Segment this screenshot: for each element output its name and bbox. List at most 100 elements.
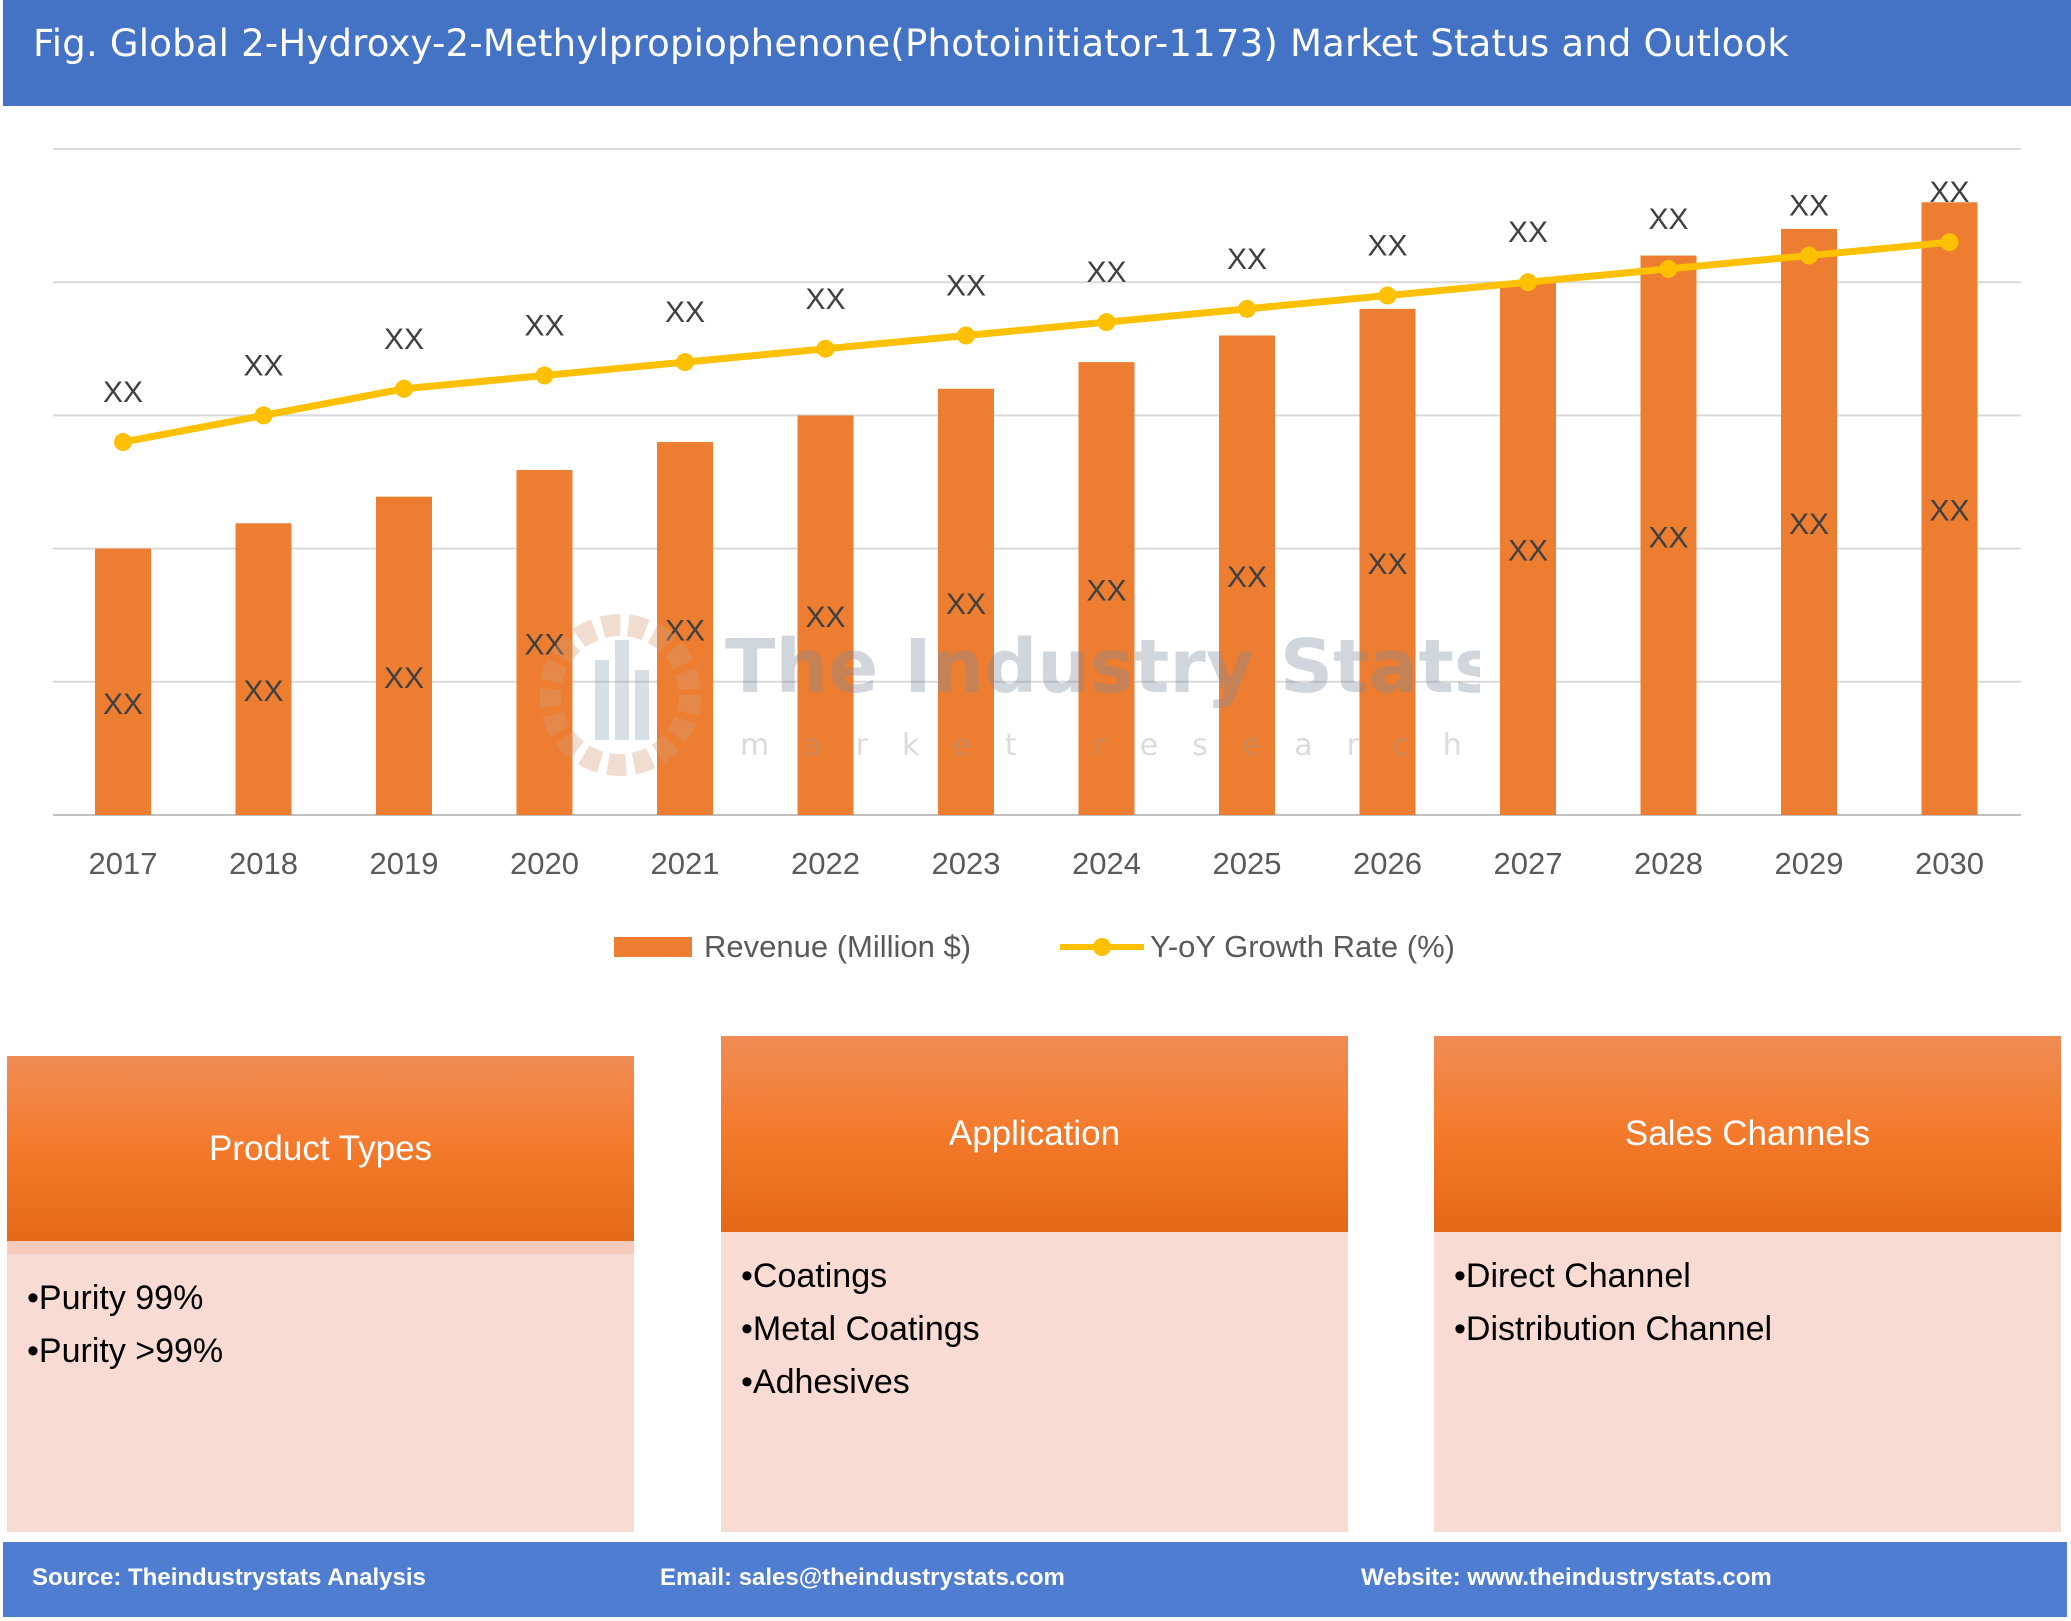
growth-point [1519, 273, 1537, 292]
legend-growth-label: Y-oY Growth Rate (%) [1150, 929, 1455, 964]
bar-data-label: XX [1789, 508, 1829, 541]
growth-point [1800, 246, 1818, 265]
page-title: Fig. Global 2-Hydroxy-2-Methylpropiophen… [33, 22, 1789, 65]
bar-data-label: XX [1367, 548, 1407, 581]
x-tick-label: 2026 [1353, 846, 1422, 881]
growth-point [535, 366, 554, 385]
bar-data-label: XX [243, 675, 283, 708]
legend-line-swatch [1060, 938, 1144, 956]
x-tick-label: 2025 [1213, 846, 1282, 881]
growth-data-label: XX [243, 349, 283, 382]
x-tick-label: 2017 [89, 846, 158, 881]
growth-data-label: XX [1508, 216, 1548, 249]
x-tick-label: 2021 [651, 846, 720, 881]
box-header: Sales Channels [1434, 1036, 2061, 1232]
sales-channels-box: Sales Channels •Direct Channel •Distribu… [1434, 1036, 2061, 1532]
footer-website[interactable]: Website: www.theindustrystats.com [1361, 1564, 1772, 1591]
x-tick-label: 2030 [1915, 846, 1984, 881]
bar-data-label: XX [1929, 495, 1969, 528]
bar [1500, 282, 1556, 815]
x-tick-label: 2020 [510, 846, 579, 881]
bar-data-label: XX [805, 601, 845, 634]
x-tick-label: 2024 [1072, 846, 1141, 881]
chart: XX XX XX XX XX XX XX XX XX XX XX XX XX XX XX XX XX XX XX XX… [53, 148, 2021, 881]
list-item: •Purity 99% [27, 1279, 204, 1317]
bar-data-label: XX [1508, 535, 1548, 568]
box-body: •Coatings •Metal Coatings •Adhesives [721, 1232, 1348, 1532]
list-item: •Direct Channel [1454, 1257, 1691, 1295]
x-tick-label: 2027 [1494, 846, 1563, 881]
growth-data-label: XX [1648, 203, 1688, 236]
legend-revenue: Revenue (Million $) [614, 925, 971, 969]
footer-email[interactable]: Email: sales@theindustrystats.com [660, 1564, 1065, 1591]
growth-data-label: XX [384, 323, 424, 356]
growth-point [1097, 313, 1116, 332]
growth-point [1378, 286, 1397, 305]
growth-data-label: XX [1789, 190, 1829, 223]
growth-point [1940, 233, 1959, 252]
growth-data-label: XX [524, 309, 564, 342]
list-item: •Coatings [741, 1257, 888, 1295]
list-item: •Adhesives [741, 1363, 910, 1401]
growth-data-label: XX [665, 296, 705, 329]
bar [516, 470, 573, 815]
legend-bar-swatch [614, 937, 692, 957]
growth-data-label: XX [1227, 243, 1267, 276]
bar [1359, 308, 1416, 815]
bar-data-label: XX [1648, 521, 1688, 554]
bar [235, 523, 292, 815]
bar [1640, 255, 1697, 815]
bar [1921, 202, 1978, 815]
box-body: •Purity 99% •Purity >99% [7, 1241, 634, 1532]
bar [95, 548, 151, 815]
bar-data-label: XX [665, 615, 705, 648]
box-body: •Direct Channel •Distribution Channel [1434, 1232, 2061, 1532]
growth-point [1238, 299, 1256, 318]
title-bar: Fig. Global 2-Hydroxy-2-Methylpropiophen… [3, 0, 2071, 106]
x-tick-label: 2018 [229, 846, 298, 881]
box-header: Product Types [7, 1056, 634, 1241]
bar [1781, 228, 1837, 816]
growth-data-label: XX [1367, 230, 1407, 263]
growth-point [395, 379, 413, 398]
list-item: •Distribution Channel [1454, 1310, 1773, 1348]
x-tick-label: 2022 [791, 846, 860, 881]
bar-data-label: XX [1227, 561, 1267, 594]
legend-growth: Y-oY Growth Rate (%) [1060, 925, 1455, 969]
growth-data-label: XX [946, 269, 986, 302]
bar-data-label: XX [1086, 575, 1126, 608]
x-tick-label: 2023 [932, 846, 1001, 881]
growth-point [1659, 259, 1678, 278]
product-types-box: Product Types •Purity 99% •Purity >99% [7, 1056, 634, 1532]
legend-revenue-label: Revenue (Million $) [704, 929, 972, 964]
bar [657, 442, 713, 815]
growth-point [957, 326, 975, 345]
growth-data-label: XX [103, 376, 143, 409]
bar-data-label: XX [946, 588, 986, 621]
footer-source: Source: Theindustrystats Analysis [32, 1564, 426, 1591]
footer: Source: Theindustrystats Analysis Email:… [3, 1542, 2067, 1617]
growth-data-label: XX [1929, 176, 1969, 209]
list-item: •Purity >99% [27, 1332, 224, 1370]
application-box: Application •Coatings •Metal Coatings •A… [721, 1036, 1348, 1532]
list-item: •Metal Coatings [741, 1310, 980, 1348]
bar [938, 388, 994, 815]
growth-data-label: XX [805, 283, 845, 316]
bar-data-label: XX [524, 629, 564, 662]
growth-point [254, 406, 273, 425]
box-header: Application [721, 1036, 1348, 1232]
x-tick-label: 2029 [1775, 846, 1844, 881]
bar [1078, 362, 1135, 815]
bar [376, 496, 432, 815]
bar-data-label: XX [384, 662, 424, 695]
growth-point [816, 339, 835, 358]
bar [1219, 335, 1275, 815]
growth-line [122, 238, 1950, 446]
x-tick-label: 2028 [1634, 846, 1703, 881]
growth-point [114, 433, 132, 452]
bar [797, 415, 854, 815]
growth-point [676, 353, 694, 372]
x-tick-label: 2019 [370, 846, 439, 881]
growth-data-label: XX [1086, 256, 1126, 289]
bar-data-label: XX [103, 688, 143, 721]
